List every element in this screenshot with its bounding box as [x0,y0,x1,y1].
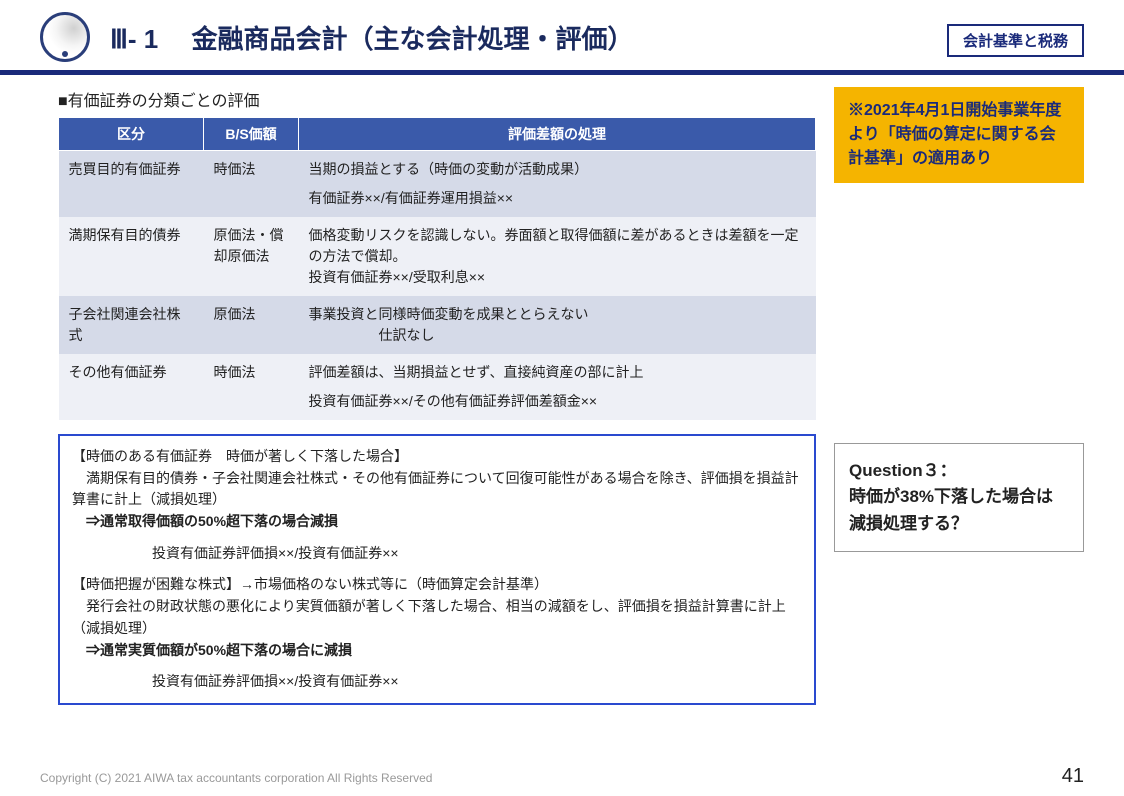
cell-diff: 事業投資と同様時価変動を成果ととらえない 仕訳なし [299,296,816,354]
th-category: 区分 [59,118,204,151]
cell-diff: 評価差額は、当期損益とせず、直接純資産の部に計上投資有価証券××/その他有価証券… [299,354,816,420]
bluebox-h1: 【時価のある有価証券 時価が著しく下落した場合】 [72,446,802,468]
cell-category: 満期保有目的債券 [59,217,204,296]
cell-category: 子会社関連会社株式 [59,296,204,354]
yellow-note: ※2021年4月1日開始事業年度より「時価の算定に関する会計基準」の適用あり [834,87,1084,183]
bluebox-b1: ⇒通常取得価額の50%超下落の場合減損 [72,511,802,533]
cell-diff: 当期の損益とする（時価の変動が活動成果）有価証券××/有価証券運用損益×× [299,151,816,218]
table-row: その他有価証券 時価法 評価差額は、当期損益とせず、直接純資産の部に計上投資有価… [59,354,816,420]
bluebox-p1: 満期保有目的債券・子会社関連会社株式・その他有価証券について回復可能性がある場合… [72,468,802,511]
table-row: 売買目的有価証券 時価法 当期の損益とする（時価の変動が活動成果）有価証券××/… [59,151,816,218]
bluebox-h2: 【時価把握が困難な株式】→市場価格のない株式等に（時価算定会計基準） [72,574,802,596]
copyright: Copyright (C) 2021 AIWA tax accountants … [40,771,432,785]
evaluation-table: 区分 B/S価額 評価差額の処理 売買目的有価証券 時価法 当期の損益とする（時… [58,117,816,420]
page-title: Ⅲ- 1 金融商品会計（主な会計処理・評価） [110,19,634,56]
category-badge: 会計基準と税務 [947,24,1084,57]
bluebox-j1: 投資有価証券評価損××/投資有価証券×× [72,543,802,565]
impairment-box: 【時価のある有価証券 時価が著しく下落した場合】 満期保有目的債券・子会社関連会… [58,434,816,705]
cell-bs: 原価法 [204,296,299,354]
bluebox-j2: 投資有価証券評価損××/投資有価証券×× [72,671,802,693]
table-row: 子会社関連会社株式 原価法 事業投資と同様時価変動を成果ととらえない 仕訳なし [59,296,816,354]
bluebox-b2: ⇒通常実質価額が50%超下落の場合に減損 [72,640,802,662]
cell-bs: 原価法・償却原価法 [204,217,299,296]
footer: Copyright (C) 2021 AIWA tax accountants … [0,765,1124,788]
content-area: ■有価証券の分類ごとの評価 区分 B/S価額 評価差額の処理 売買目的有価証券 … [0,75,1124,705]
th-bs: B/S価額 [204,118,299,151]
cell-bs: 時価法 [204,151,299,218]
cell-diff: 価格変動リスクを認識しない。券面額と取得価額に差があるときは差額を一定の方法で償… [299,217,816,296]
section-label: ■有価証券の分類ごとの評価 [58,87,816,111]
th-diff: 評価差額の処理 [299,118,816,151]
right-column: ※2021年4月1日開始事業年度より「時価の算定に関する会計基準」の適用あり Q… [834,87,1084,705]
table-row: 満期保有目的債券 原価法・償却原価法 価格変動リスクを認識しない。券面額と取得価… [59,217,816,296]
logo-icon [40,12,90,62]
page-number: 41 [1062,765,1084,788]
cell-category: 売買目的有価証券 [59,151,204,218]
left-column: ■有価証券の分類ごとの評価 区分 B/S価額 評価差額の処理 売買目的有価証券 … [58,87,816,705]
bluebox-p2: 発行会社の財政状態の悪化により実質価額が著しく下落した場合、相当の減額をし、評価… [72,596,802,639]
question-box: Question３：時価が38%下落した場合は減損処理する？ [834,443,1084,552]
header: Ⅲ- 1 金融商品会計（主な会計処理・評価） 会計基準と税務 [0,0,1124,70]
cell-bs: 時価法 [204,354,299,420]
cell-category: その他有価証券 [59,354,204,420]
